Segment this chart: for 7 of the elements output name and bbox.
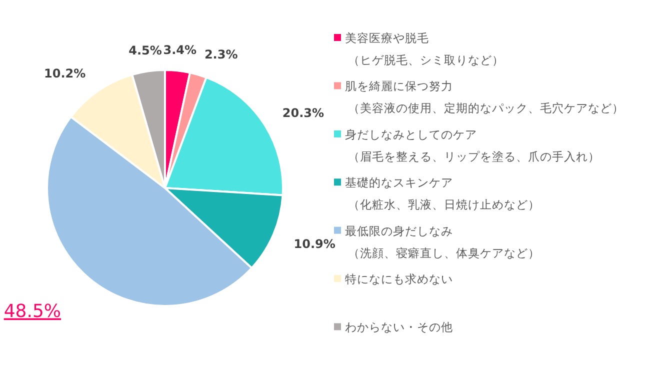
legend-label: 最低限の身だしなみ（洗顔、寝癖直し、体臭ケアなど） — [345, 224, 540, 260]
legend-label: 特になにも求めない — [345, 272, 453, 286]
legend-label: わからない・その他 — [345, 320, 453, 334]
legend-label: 美容医療や脱毛（ヒゲ脱毛、シミ取りなど） — [345, 31, 504, 67]
legend-label: 肌を綺麗に保つ努力（美容液の使用、定期的なパック、毛穴ケアなど） — [345, 79, 624, 116]
legend-label: 身だしなみとしてのケア（眉毛を整える、リップを塗る、爪の手入れ） — [345, 127, 600, 164]
legend-label: 基礎的なスキンケア（化粧水、乳液、日焼け止めなど） — [345, 176, 540, 212]
